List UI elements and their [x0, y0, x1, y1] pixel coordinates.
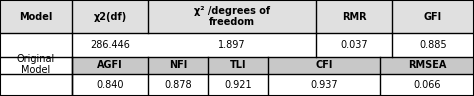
Bar: [316, 33, 392, 57]
Bar: [148, 74, 208, 96]
Text: RMR: RMR: [342, 12, 366, 22]
Text: 286.446: 286.446: [90, 40, 130, 50]
Bar: [72, 0, 148, 33]
Bar: [392, 0, 474, 33]
Text: NFI: NFI: [169, 60, 187, 70]
Bar: [0, 57, 72, 74]
Bar: [380, 74, 474, 96]
Bar: [0, 33, 72, 57]
Bar: [208, 57, 268, 74]
Text: 0.885: 0.885: [419, 40, 447, 50]
Bar: [268, 74, 380, 96]
Text: χ2(df): χ2(df): [93, 12, 127, 22]
Text: RMSEA: RMSEA: [408, 60, 446, 70]
Text: 0.937: 0.937: [310, 80, 338, 90]
Text: TLI: TLI: [230, 60, 246, 70]
Text: 0.878: 0.878: [164, 80, 192, 90]
Bar: [208, 33, 268, 57]
Text: 0.066: 0.066: [413, 80, 441, 90]
Bar: [392, 33, 474, 57]
Bar: [72, 57, 148, 74]
Bar: [148, 33, 316, 57]
Bar: [268, 57, 380, 74]
Text: GFI: GFI: [424, 12, 442, 22]
Bar: [148, 0, 316, 33]
Bar: [72, 33, 148, 57]
Bar: [208, 74, 268, 96]
Text: 0.840: 0.840: [96, 80, 124, 90]
Bar: [0, 0, 72, 33]
Text: χ² /degrees of
freedom: χ² /degrees of freedom: [194, 6, 270, 27]
Text: Model: Model: [19, 12, 53, 22]
Text: 0.037: 0.037: [340, 40, 368, 50]
Text: AGFI: AGFI: [97, 60, 123, 70]
Bar: [0, 74, 72, 96]
Bar: [268, 33, 380, 57]
Bar: [72, 33, 148, 57]
Text: 1.897: 1.897: [218, 40, 246, 50]
Bar: [380, 57, 474, 74]
Bar: [148, 33, 208, 57]
Bar: [316, 0, 392, 33]
Bar: [380, 33, 474, 57]
Text: Original
Model: Original Model: [17, 54, 55, 75]
Bar: [72, 74, 148, 96]
Text: 0.921: 0.921: [224, 80, 252, 90]
Bar: [0, 33, 72, 96]
Bar: [148, 57, 208, 74]
Text: CFI: CFI: [315, 60, 333, 70]
